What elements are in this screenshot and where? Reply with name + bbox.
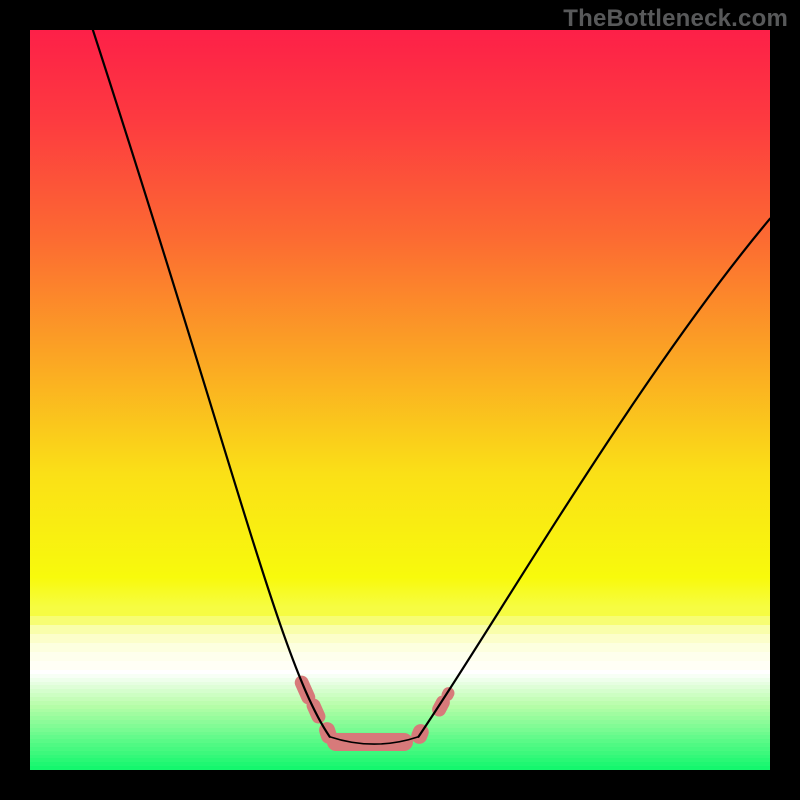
curve-right [419, 219, 771, 737]
curve-floor [330, 737, 419, 744]
watermark-text: TheBottleneck.com [563, 5, 788, 33]
bottleneck-curve [30, 30, 770, 770]
plot-area [30, 30, 770, 770]
chart-frame: TheBottleneck.com [0, 0, 800, 800]
curve-left [93, 30, 330, 737]
